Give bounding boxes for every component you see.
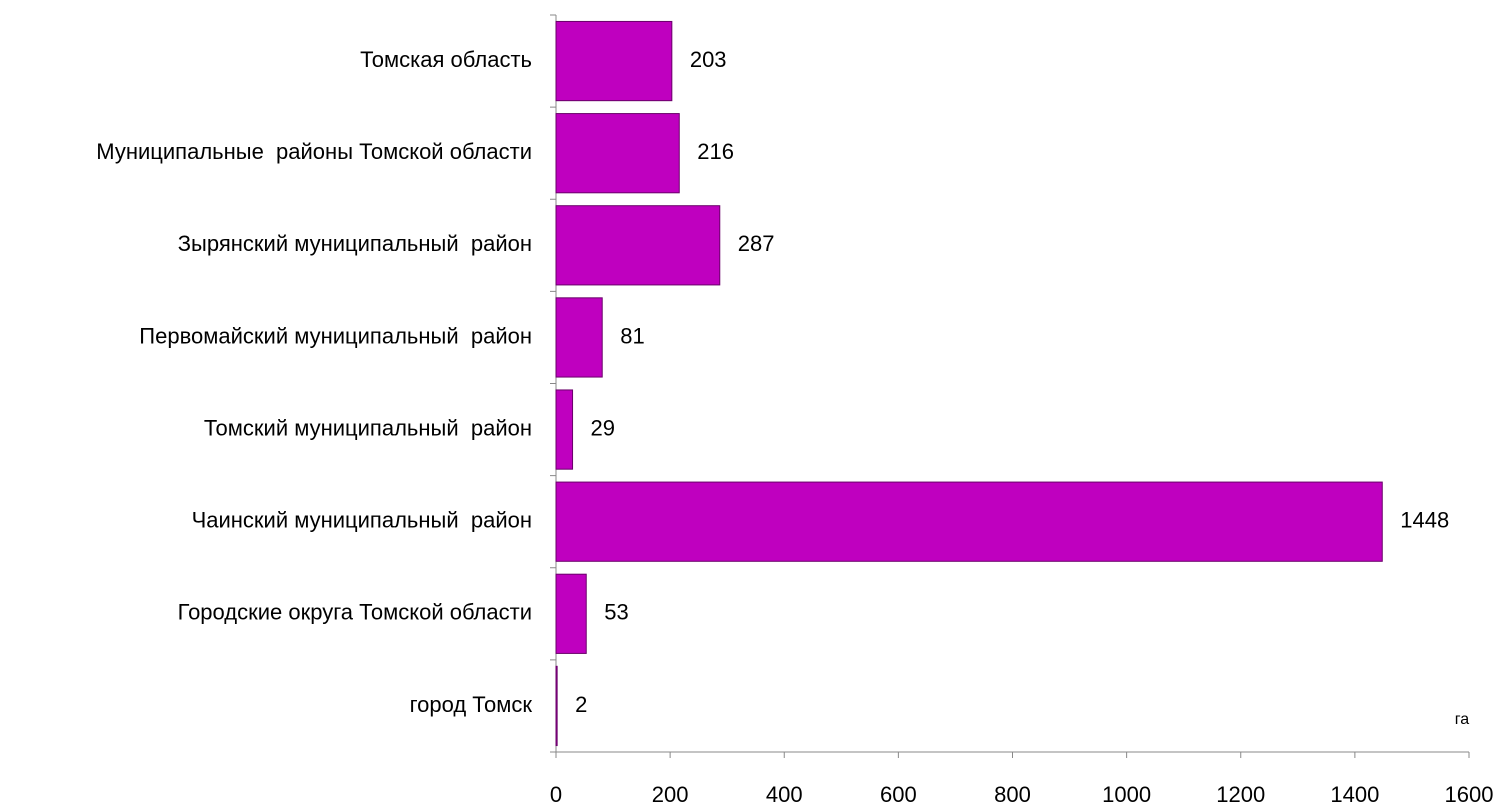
bar xyxy=(555,20,673,102)
data-label: 29 xyxy=(591,415,615,440)
bar xyxy=(555,389,574,470)
data-label: 53 xyxy=(604,600,628,625)
x-tick-label: 200 xyxy=(652,782,689,806)
data-label: 203 xyxy=(690,47,727,72)
data-label: 216 xyxy=(697,139,734,164)
bar xyxy=(555,205,721,286)
y-tick-label: Томский муниципальный район xyxy=(204,415,532,440)
y-tick-label: Городские округа Томской области xyxy=(178,600,532,625)
y-tick-label: Первомайский муниципальный район xyxy=(139,323,532,348)
data-label: 1448 xyxy=(1400,508,1449,533)
x-tick-label: 600 xyxy=(880,782,917,806)
x-tick-label: 1400 xyxy=(1330,782,1379,806)
data-label: 287 xyxy=(738,231,775,256)
bar xyxy=(555,573,587,654)
data-label: 2 xyxy=(575,692,587,717)
y-tick-label: Муниципальные районы Томской области xyxy=(96,139,532,164)
bar xyxy=(555,481,1383,562)
bar xyxy=(555,113,680,194)
y-tick-label: Чаинский муниципальный район xyxy=(192,508,532,533)
y-tick-label: Зырянский муниципальный район xyxy=(178,231,532,256)
bar xyxy=(555,665,558,747)
x-tick-label: 1000 xyxy=(1102,782,1151,806)
x-tick-label: 0 xyxy=(550,782,562,806)
x-tick-label: 1200 xyxy=(1216,782,1265,806)
y-tick-label: город Томск xyxy=(410,692,533,717)
bar xyxy=(555,297,603,378)
x-tick-label: 1600 xyxy=(1445,782,1494,806)
axis-unit: га xyxy=(1455,711,1469,728)
x-tick-label: 800 xyxy=(994,782,1031,806)
y-tick-label: Томская область xyxy=(360,47,532,72)
data-label: 81 xyxy=(620,323,644,348)
x-tick-label: 400 xyxy=(766,782,803,806)
